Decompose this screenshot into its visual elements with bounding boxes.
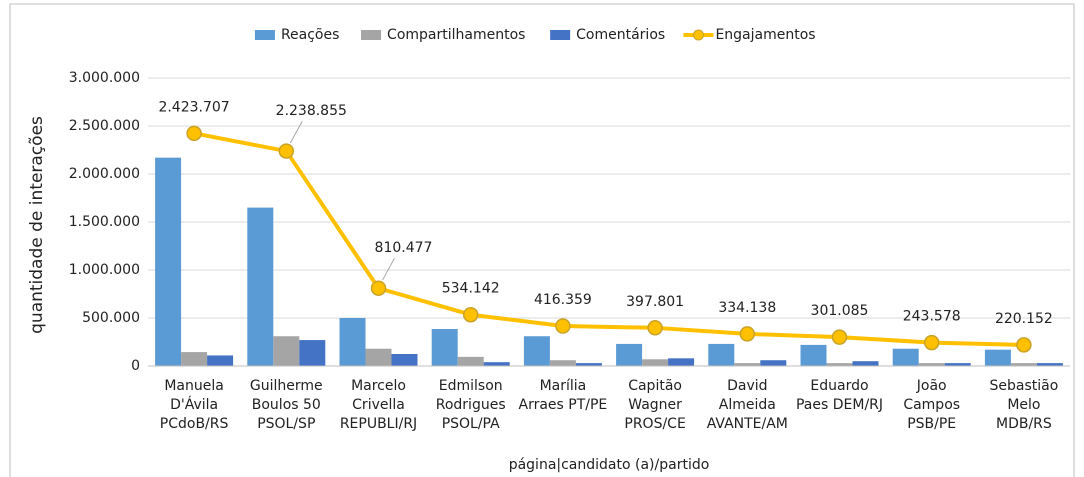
y-tick-label: 3.000.000 [69, 70, 140, 86]
data-label: 397.801 [626, 294, 684, 310]
point [831, 329, 848, 345]
point [923, 334, 940, 351]
bar [918, 363, 945, 366]
bar [431, 329, 458, 366]
y-tick-label: 0 [131, 358, 140, 374]
bar [944, 363, 971, 366]
y-tick-label: 2.000.000 [69, 166, 140, 182]
x-tick-label: David Almeida AVANTE/AM [707, 378, 788, 432]
data-label: 334.138 [718, 300, 776, 316]
legend-marker [692, 29, 704, 41]
x-tick-label: Marília Arraes PT/PE [519, 378, 608, 413]
point [1016, 337, 1032, 353]
data-label: 243.578 [903, 309, 961, 325]
bar [668, 358, 695, 366]
data-label: 220.152 [995, 311, 1053, 327]
x-tick-label: Capitão Wagner PROS/CE [624, 378, 685, 432]
legend-label: Compartilhamentos [387, 27, 525, 43]
bar [984, 349, 1011, 366]
data-label: 416.359 [534, 292, 592, 308]
x-tick-label: Manuela D'Ávila PCdoB/RS [160, 378, 229, 432]
bar [642, 359, 669, 366]
bar [247, 207, 274, 366]
chart-frame [9, 3, 1075, 477]
leader-line [382, 257, 395, 281]
bar [734, 363, 761, 366]
bar [549, 360, 576, 366]
data-label: 534.142 [442, 281, 500, 297]
legend-swatch [550, 30, 571, 40]
x-tick-label: João Campos PSB/PE [903, 378, 960, 432]
bar [575, 363, 602, 366]
bar [1010, 363, 1037, 366]
x-tick-label: Marcelo Crivella REPUBLI/RJ [340, 378, 417, 432]
x-tick-label: Eduardo Paes DEM/RJ [796, 378, 883, 413]
legend-label: Reações [281, 27, 339, 43]
legend-swatch [361, 30, 382, 40]
bar [457, 356, 484, 366]
point [370, 280, 387, 296]
bar [826, 363, 853, 366]
y-tick-label: 1.000.000 [69, 262, 140, 278]
line [193, 131, 1024, 347]
x-axis-label: página|candidato (a)/partido [509, 457, 710, 473]
legend-label: Comentários [576, 27, 665, 43]
point [555, 318, 571, 334]
bar [760, 360, 787, 366]
bar [181, 352, 208, 366]
bar [616, 343, 643, 366]
y-tick-label: 500.000 [82, 310, 140, 326]
bar [1036, 363, 1063, 366]
bar [339, 318, 366, 366]
bar [892, 348, 919, 366]
data-label: 2.238.855 [276, 103, 347, 119]
x-tick-label: Guilherme Boulos 50 PSOL/SP [250, 378, 323, 432]
bar [483, 362, 510, 366]
point [186, 125, 202, 142]
x-tick-label: Sebastião Melo MDB/RS [990, 378, 1059, 432]
legend-swatch [254, 30, 275, 40]
bar [155, 157, 182, 366]
point [739, 326, 756, 342]
data-label: 810.477 [375, 240, 433, 256]
bar [708, 343, 735, 366]
data-label: 301.085 [811, 303, 869, 319]
bar [273, 336, 300, 366]
y-tick-label: 2.500.000 [69, 118, 140, 134]
legend-label: Engajamentos [715, 27, 815, 43]
bar [207, 355, 234, 366]
y-tick-label: 1.500.000 [69, 214, 140, 230]
y-axis-label: quantidade de interações [27, 116, 47, 334]
point [278, 143, 295, 159]
x-tick-label: Edmilson Rodrigues PSOL/PA [436, 378, 506, 432]
bar [365, 348, 392, 366]
bar [391, 354, 418, 366]
point [462, 306, 479, 323]
bar [299, 340, 326, 366]
point [647, 320, 663, 336]
bar [523, 336, 550, 366]
data-label: 2.423.707 [158, 99, 229, 115]
bar [852, 361, 879, 366]
leader-line [289, 120, 303, 144]
bar [800, 344, 827, 366]
